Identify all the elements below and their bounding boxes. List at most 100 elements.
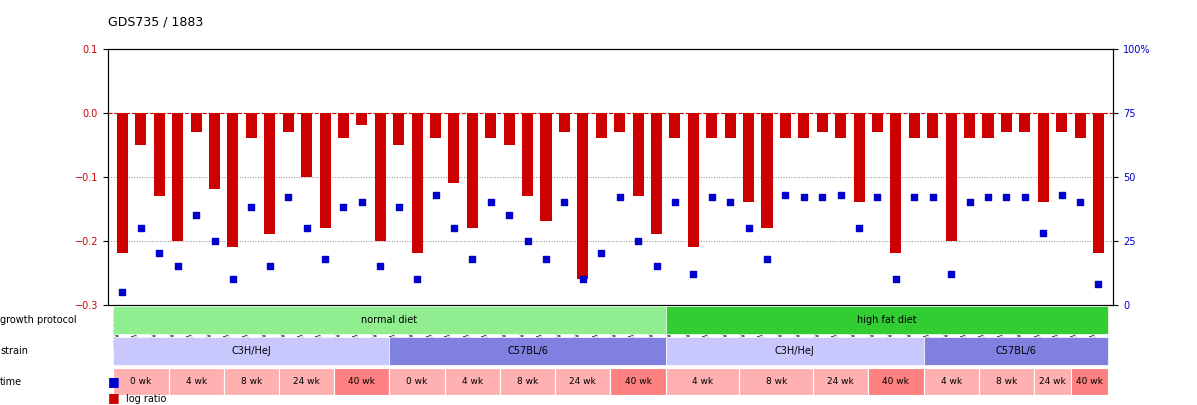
Point <box>703 194 722 200</box>
Bar <box>688 113 699 247</box>
Bar <box>871 113 883 132</box>
FancyBboxPatch shape <box>334 368 389 395</box>
Bar <box>853 113 864 202</box>
Bar <box>743 113 754 202</box>
FancyBboxPatch shape <box>740 368 813 395</box>
FancyBboxPatch shape <box>169 368 224 395</box>
Point <box>352 199 371 205</box>
Text: C57BL/6: C57BL/6 <box>995 346 1037 356</box>
FancyBboxPatch shape <box>389 368 445 395</box>
Text: C3H/HeJ: C3H/HeJ <box>774 346 814 356</box>
Bar <box>320 113 330 228</box>
Point <box>850 225 869 231</box>
Text: C3H/HeJ: C3H/HeJ <box>231 346 272 356</box>
Text: 40 wk: 40 wk <box>882 377 910 386</box>
Text: 0 wk: 0 wk <box>407 377 427 386</box>
Bar <box>357 113 367 126</box>
Point <box>905 194 924 200</box>
Text: 40 wk: 40 wk <box>1076 377 1102 386</box>
FancyBboxPatch shape <box>924 368 979 395</box>
Point <box>426 191 445 198</box>
FancyBboxPatch shape <box>813 368 868 395</box>
Bar <box>780 113 791 138</box>
FancyBboxPatch shape <box>666 306 1107 334</box>
Point <box>721 199 740 205</box>
Point <box>371 263 390 270</box>
Point <box>683 271 703 277</box>
Text: 4 wk: 4 wk <box>941 377 961 386</box>
Bar <box>227 113 238 247</box>
Point <box>260 263 279 270</box>
Point <box>1089 281 1108 288</box>
Bar <box>117 113 128 254</box>
Text: time: time <box>0 377 22 386</box>
Point <box>776 191 795 198</box>
Text: C57BL/6: C57BL/6 <box>508 346 548 356</box>
Bar <box>836 113 846 138</box>
FancyBboxPatch shape <box>114 306 666 334</box>
Point <box>978 194 997 200</box>
Bar <box>375 113 385 241</box>
Bar <box>614 113 625 132</box>
Point <box>666 199 685 205</box>
Bar <box>302 113 312 177</box>
Point <box>481 199 500 205</box>
Bar <box>669 113 680 138</box>
FancyBboxPatch shape <box>445 368 500 395</box>
Point <box>591 250 610 257</box>
Text: ■: ■ <box>108 375 120 388</box>
Point <box>923 194 942 200</box>
Bar <box>1038 113 1049 202</box>
Point <box>1070 199 1089 205</box>
Text: high fat diet: high fat diet <box>857 315 917 325</box>
FancyBboxPatch shape <box>555 368 610 395</box>
Point <box>1034 230 1053 236</box>
Text: 24 wk: 24 wk <box>827 377 853 386</box>
Bar <box>706 113 717 138</box>
Text: ■: ■ <box>108 391 120 404</box>
Bar <box>338 113 350 138</box>
Bar <box>282 113 293 132</box>
Point <box>113 289 132 295</box>
Bar <box>632 113 644 196</box>
FancyBboxPatch shape <box>389 337 666 364</box>
FancyBboxPatch shape <box>114 337 389 364</box>
Text: growth protocol: growth protocol <box>0 315 77 325</box>
Bar <box>412 113 423 254</box>
Text: 24 wk: 24 wk <box>1039 377 1065 386</box>
Text: GDS735 / 1883: GDS735 / 1883 <box>108 15 203 28</box>
Bar <box>485 113 497 138</box>
Point <box>758 256 777 262</box>
Point <box>628 237 648 244</box>
FancyBboxPatch shape <box>114 368 169 395</box>
Text: 24 wk: 24 wk <box>570 377 596 386</box>
Point <box>316 256 335 262</box>
Bar <box>798 113 809 138</box>
Point <box>646 263 666 270</box>
Point <box>610 194 630 200</box>
Point <box>868 194 887 200</box>
Point <box>795 194 814 200</box>
Point <box>132 225 151 231</box>
Bar <box>245 113 257 138</box>
Bar <box>596 113 607 138</box>
Point <box>1052 191 1071 198</box>
Bar <box>265 113 275 234</box>
FancyBboxPatch shape <box>868 368 924 395</box>
Bar <box>891 113 901 254</box>
Text: 4 wk: 4 wk <box>462 377 482 386</box>
Point <box>224 276 243 282</box>
Point <box>813 194 832 200</box>
FancyBboxPatch shape <box>224 368 279 395</box>
Point <box>886 276 905 282</box>
Bar <box>541 113 552 222</box>
Point <box>297 225 316 231</box>
Point <box>960 199 979 205</box>
Text: 8 wk: 8 wk <box>517 377 539 386</box>
FancyBboxPatch shape <box>666 337 924 364</box>
Text: log ratio: log ratio <box>126 394 166 404</box>
Bar <box>1093 113 1104 254</box>
Point <box>555 199 575 205</box>
Bar <box>577 113 589 279</box>
FancyBboxPatch shape <box>500 368 555 395</box>
